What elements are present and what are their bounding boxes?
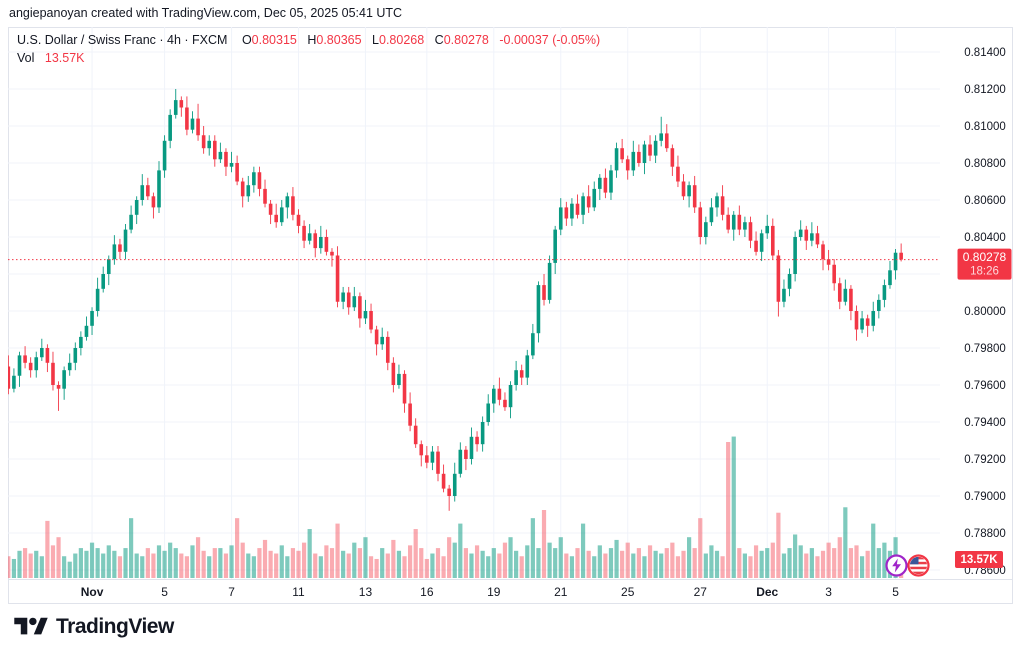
time-axis-label: 7 bbox=[228, 585, 235, 599]
grid bbox=[8, 27, 940, 579]
time-axis-label: 11 bbox=[292, 585, 305, 599]
time-axis-label: 5 bbox=[161, 585, 168, 599]
time-axis-label: 16 bbox=[420, 585, 434, 599]
tradingview-logo-mark bbox=[14, 617, 48, 635]
economic-event-marker[interactable] bbox=[885, 554, 908, 577]
tradingview-logo-text: TradingView bbox=[56, 615, 174, 638]
time-axis-label: 3 bbox=[825, 585, 832, 599]
price-axis-label: 0.80400 bbox=[964, 232, 1006, 244]
price-axis-label: 0.80000 bbox=[964, 306, 1006, 318]
price-axis-label: 0.78800 bbox=[964, 528, 1006, 540]
time-axis-label: 13 bbox=[359, 585, 373, 599]
symbol-header: U.S. Dollar / Swiss Franc · 4h · FXCM O0… bbox=[17, 33, 600, 47]
time-axis-label: 21 bbox=[554, 585, 568, 599]
time-axis-label: 5 bbox=[892, 585, 899, 599]
current-price-badge: 0.80278 18:26 bbox=[957, 248, 1012, 280]
us-flag-event-marker[interactable] bbox=[907, 554, 930, 577]
us-flag-icon bbox=[907, 554, 930, 577]
bar-countdown: 18:26 bbox=[970, 266, 999, 278]
time-axis-label: Nov bbox=[81, 585, 104, 599]
price-axis-label: 0.79400 bbox=[964, 417, 1006, 429]
candles bbox=[8, 89, 903, 511]
ohlc-low: L0.80268 bbox=[372, 33, 425, 47]
volume-bars bbox=[8, 436, 904, 578]
price-axis-label: 0.81200 bbox=[964, 84, 1006, 96]
ohlc-high: H0.80365 bbox=[307, 33, 362, 47]
lightning-bolt-icon bbox=[885, 554, 908, 577]
price-axis-label: 0.79200 bbox=[964, 454, 1006, 466]
price-axis-label: 0.81400 bbox=[964, 47, 1006, 59]
ohlc-change: -0.00037 (-0.05%) bbox=[499, 33, 601, 47]
ohlc-open: O0.80315 bbox=[241, 33, 297, 47]
price-axis-label: 0.80600 bbox=[964, 195, 1006, 207]
time-axis[interactable]: Nov 5 7 11 13 16 19 21 25 27 Dec 3 5 bbox=[81, 585, 900, 599]
tradingview-logo[interactable]: TradingView bbox=[14, 614, 174, 640]
time-axis-label: 25 bbox=[621, 585, 635, 599]
price-axis-label: 0.79800 bbox=[964, 343, 1006, 355]
time-axis-label: 27 bbox=[694, 585, 708, 599]
attribution-text: angiepanoyan created with TradingView.co… bbox=[9, 6, 403, 20]
symbol-title[interactable]: U.S. Dollar / Swiss Franc · 4h · FXCM bbox=[17, 33, 228, 47]
svg-text:0.80278: 0.80278 bbox=[963, 250, 1007, 264]
time-axis-label: Dec bbox=[756, 585, 778, 599]
price-axis[interactable]: 0.81400 0.81200 0.81000 0.80800 0.80600 0.804… bbox=[964, 47, 1006, 577]
volume-legend: Vol 13.57K bbox=[17, 51, 85, 65]
price-axis-label: 0.79000 bbox=[964, 491, 1006, 503]
volume-badge: 13.57K bbox=[955, 551, 1003, 569]
ohlc-close: C0.80278 bbox=[434, 33, 489, 47]
volume-label[interactable]: Vol bbox=[17, 51, 35, 65]
price-axis-label: 0.81000 bbox=[964, 121, 1006, 133]
volume-value: 13.57K bbox=[44, 51, 85, 65]
time-axis-label: 19 bbox=[487, 585, 501, 599]
svg-text:13.57K: 13.57K bbox=[960, 554, 998, 566]
price-axis-label: 0.80800 bbox=[964, 158, 1006, 170]
price-axis-label: 0.79600 bbox=[964, 380, 1006, 392]
